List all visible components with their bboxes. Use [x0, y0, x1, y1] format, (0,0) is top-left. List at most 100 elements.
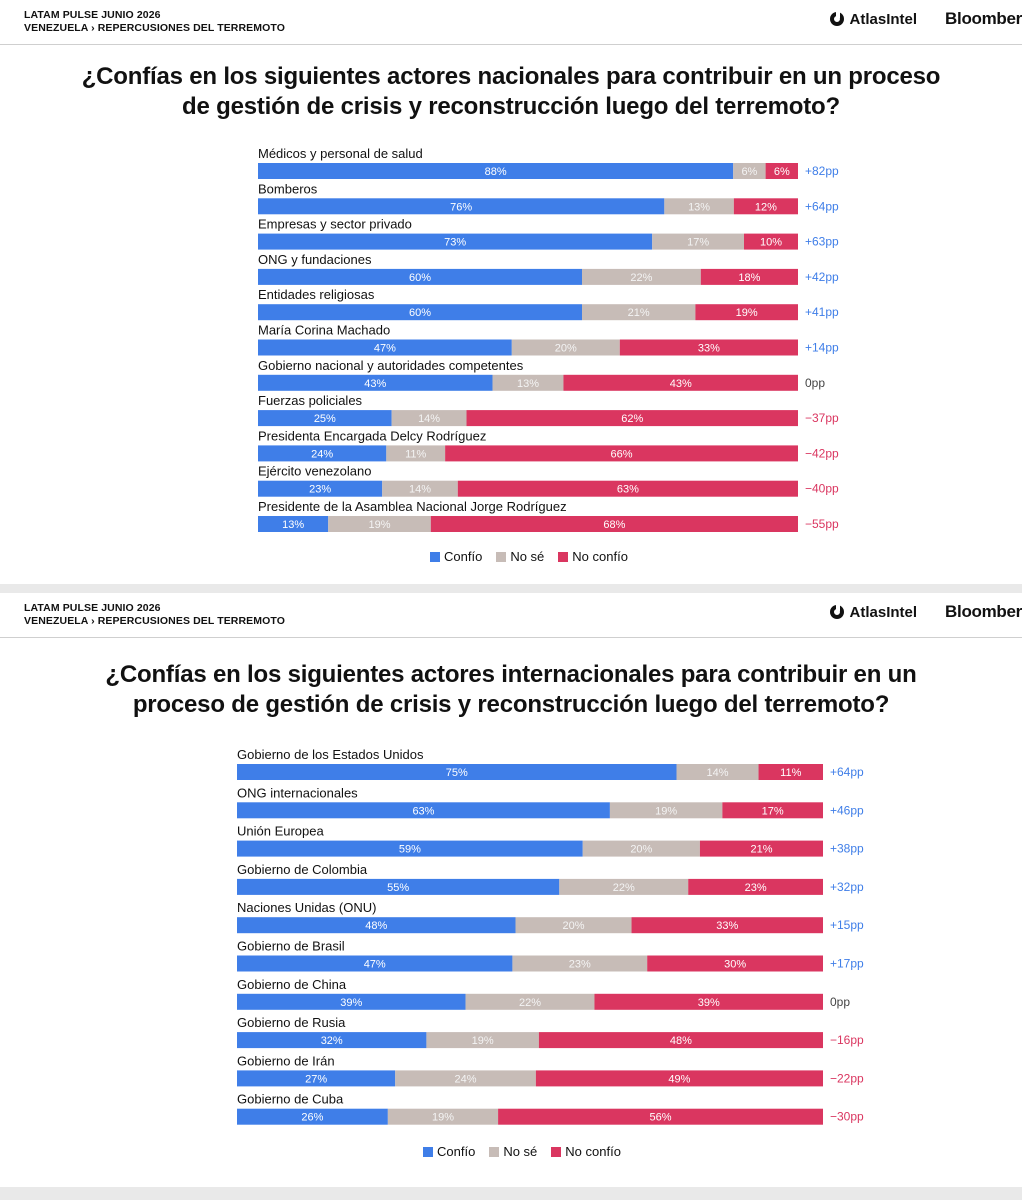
data-label-noconfio: 49% [668, 1073, 690, 1085]
atlasintel-wordmark: AtlasIntel [849, 603, 918, 621]
bar-segment-confio [258, 410, 392, 427]
bar-segment-noconfio [457, 480, 798, 497]
net-difference-label: −30pp [830, 1110, 864, 1124]
bar-row: ONG internacionales 63% 19% 17% +46pp [237, 785, 864, 819]
data-label-noconfio: 43% [670, 378, 692, 390]
bar-row: María Corina Machado 47% 20% 33% +14pp [258, 323, 839, 356]
category-label: Fuerzas policiales [258, 393, 363, 408]
bar-segment-nose [395, 1070, 536, 1087]
data-label-nose: 14% [409, 484, 431, 496]
bar-segment-nose [582, 268, 701, 285]
category-label: Gobierno de China [237, 977, 347, 992]
bar-segment-confio [258, 304, 582, 321]
bar-row: Gobierno de Irán 27% 24% 49% −22pp [237, 1053, 864, 1087]
data-label-confio: 43% [364, 378, 386, 390]
legend-swatch-confio [423, 1146, 433, 1157]
data-label-nose: 22% [613, 882, 635, 894]
bar-segment-noconfio [733, 198, 798, 215]
data-label-noconfio: 21% [750, 844, 772, 856]
bar-segment-noconfio [722, 802, 823, 819]
atlasintel-logo-icon [829, 605, 844, 619]
data-label-noconfio: 66% [611, 448, 633, 460]
data-label-nose: 22% [630, 272, 652, 284]
bar-segment-confio [237, 1070, 396, 1087]
category-label: Ejército venezolano [258, 464, 371, 479]
report-title: LATAM PULSE JUNIO 2026 [24, 9, 161, 21]
data-label-noconfio: 39% [698, 997, 720, 1009]
bar-segment-nose [492, 374, 564, 391]
bar-segment-noconfio [538, 1032, 823, 1049]
data-label-noconfio: 6% [774, 166, 790, 178]
data-label-noconfio: 62% [621, 413, 643, 425]
data-label-noconfio: 10% [760, 237, 782, 249]
data-label-confio: 76% [450, 201, 472, 213]
bar-segment-confio [237, 1108, 388, 1125]
net-difference-label: +64pp [830, 765, 864, 779]
data-label-confio: 48% [365, 920, 387, 932]
bar-row: Gobierno nacional y autoridades competen… [258, 358, 825, 391]
category-label: Médicos y personal de salud [258, 146, 423, 161]
category-label: Gobierno de Colombia [237, 862, 368, 877]
data-label-confio: 24% [311, 448, 333, 460]
net-difference-label: +82pp [805, 164, 839, 178]
header-divider [0, 637, 1022, 638]
data-label-confio: 47% [374, 343, 396, 355]
bar-segment-confio [237, 993, 466, 1010]
bar-segment-noconfio [647, 955, 823, 972]
bar-segment-noconfio [445, 445, 798, 462]
legend-swatch-nose [489, 1146, 500, 1157]
legend-item-noconfio: No confío [558, 549, 628, 564]
bloomberg-wordmark: Bloomber [945, 602, 1022, 621]
brand-bar: AtlasIntel Bloomber [829, 6, 1022, 32]
bar-segment-confio [258, 233, 653, 250]
bar-segment-nose [386, 445, 446, 462]
data-label-nose: 21% [628, 307, 650, 319]
legend-swatch-noconfio [558, 551, 569, 562]
chart-panel-nacionales: LATAM PULSE JUNIO 2026 VENEZUELA › REPER… [0, 0, 1022, 584]
net-difference-label: −55pp [805, 517, 839, 531]
bar-row: Empresas y sector privado 73% 17% 10% +63pp [258, 217, 839, 250]
atlasintel-wordmark: AtlasIntel [849, 10, 918, 28]
category-label: Gobierno de Cuba [237, 1092, 344, 1107]
data-label-nose: 23% [569, 959, 591, 971]
bar-segment-confio [258, 163, 734, 179]
data-label-noconfio: 33% [716, 920, 738, 932]
bar-segment-confio [237, 878, 560, 895]
bar-row: Ejército venezolano 23% 14% 63% −40pp [258, 464, 839, 497]
bar-segment-noconfio [700, 268, 798, 285]
net-difference-label: −22pp [830, 1071, 864, 1085]
data-label-noconfio: 18% [738, 272, 760, 284]
data-label-nose: 22% [519, 997, 541, 1009]
data-label-confio: 25% [314, 413, 336, 425]
bar-segment-confio [258, 516, 329, 532]
atlasintel-logo: AtlasIntel [829, 10, 918, 28]
legend-item-nose: No sé [496, 549, 544, 564]
bar-segment-noconfio [744, 233, 798, 250]
bar-row: Gobierno de los Estados Unidos 75% 14% 11% +… [237, 747, 864, 780]
bar-row: Gobierno de Rusia 32% 19% 48% −16pp [237, 1015, 864, 1049]
data-label-nose: 13% [688, 201, 710, 213]
brand-bar: AtlasIntel Bloomber [829, 599, 1022, 625]
stacked-bar-chart-nacionales: Médicos y personal de salud 88% 6% 6% +82pp B… [258, 146, 839, 532]
bar-segment-noconfio [695, 304, 798, 321]
net-difference-label: +42pp [805, 270, 839, 284]
bar-segment-noconfio [699, 840, 823, 857]
data-label-noconfio: 11% [780, 767, 801, 779]
chart-title-line-2: proceso de gestión de crisis y reconstru… [132, 691, 890, 718]
report-header: LATAM PULSE JUNIO 2026 VENEZUELA › REPER… [24, 602, 285, 628]
bar-segment-confio [258, 480, 383, 497]
data-label-confio: 60% [409, 272, 431, 284]
bar-row: Entidades religiosas 60% 21% 19% +41pp [258, 287, 839, 321]
bar-segment-confio [237, 840, 583, 857]
data-label-noconfio: 19% [736, 307, 758, 319]
data-label-noconfio: 56% [650, 1112, 672, 1124]
atlasintel-logo: AtlasIntel [829, 603, 918, 621]
category-label: Gobierno de Rusia [237, 1015, 346, 1030]
bar-row: Fuerzas policiales 25% 14% 62% −37pp [258, 393, 839, 427]
data-label-confio: 23% [309, 484, 331, 496]
bar-segment-confio [258, 445, 387, 462]
bar-segment-noconfio [535, 1070, 823, 1087]
data-label-nose: 19% [432, 1112, 454, 1124]
bloomberg-wordmark: Bloomber [945, 9, 1022, 28]
header-divider [0, 44, 1022, 45]
